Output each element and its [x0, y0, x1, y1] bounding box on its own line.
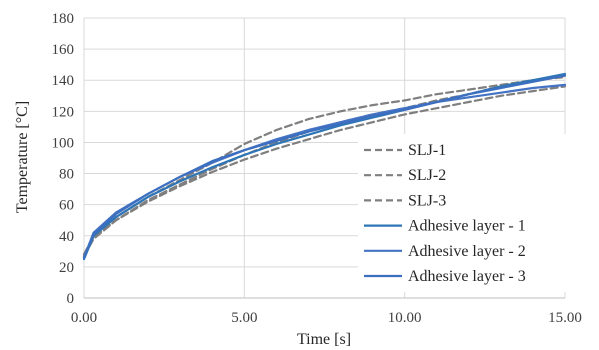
- series-line-2: [82, 75, 567, 256]
- legend-label: Adhesive layer - 2: [408, 243, 526, 260]
- x-tick-label: 5.00: [231, 310, 257, 326]
- legend: SLJ-1 SLJ-2 SLJ-3 Adhesive layer - 1 Adhesiv…: [364, 142, 526, 285]
- legend-label: Adhesive layer - 3: [408, 268, 526, 285]
- y-tick-label: 120: [52, 104, 75, 120]
- legend-label: SLJ-1: [408, 142, 446, 159]
- legend-label: SLJ-2: [408, 167, 446, 184]
- y-tick-label: 100: [52, 135, 75, 151]
- x-axis-title: Time [s]: [297, 331, 351, 348]
- y-tick-label: 160: [52, 42, 75, 58]
- tick-labels: 0 20 40 60 80 100 120 140 160 180 0.00 5.00 10.00 15.…: [52, 11, 582, 326]
- legend-label: SLJ-3: [408, 192, 446, 209]
- series-line-6: [82, 74, 567, 259]
- y-tick-label: 0: [67, 291, 75, 307]
- x-tick-label: 15.00: [548, 310, 582, 326]
- y-tick-label: 60: [59, 198, 74, 214]
- y-tick-label: 180: [52, 11, 75, 27]
- y-tick-label: 20: [59, 260, 74, 276]
- y-tick-label: 140: [52, 73, 75, 89]
- y-tick-label: 40: [59, 229, 74, 245]
- legend-background: [358, 134, 572, 292]
- grid: [83, 17, 566, 299]
- x-tick-label: 0.00: [71, 310, 97, 326]
- y-tick-label: 80: [59, 167, 74, 183]
- x-tick-label: 10.00: [388, 310, 422, 326]
- legend-label: Adhesive layer - 1: [408, 218, 526, 235]
- series-lines: [82, 72, 567, 261]
- y-axis-title: Temperature [°C]: [14, 101, 31, 213]
